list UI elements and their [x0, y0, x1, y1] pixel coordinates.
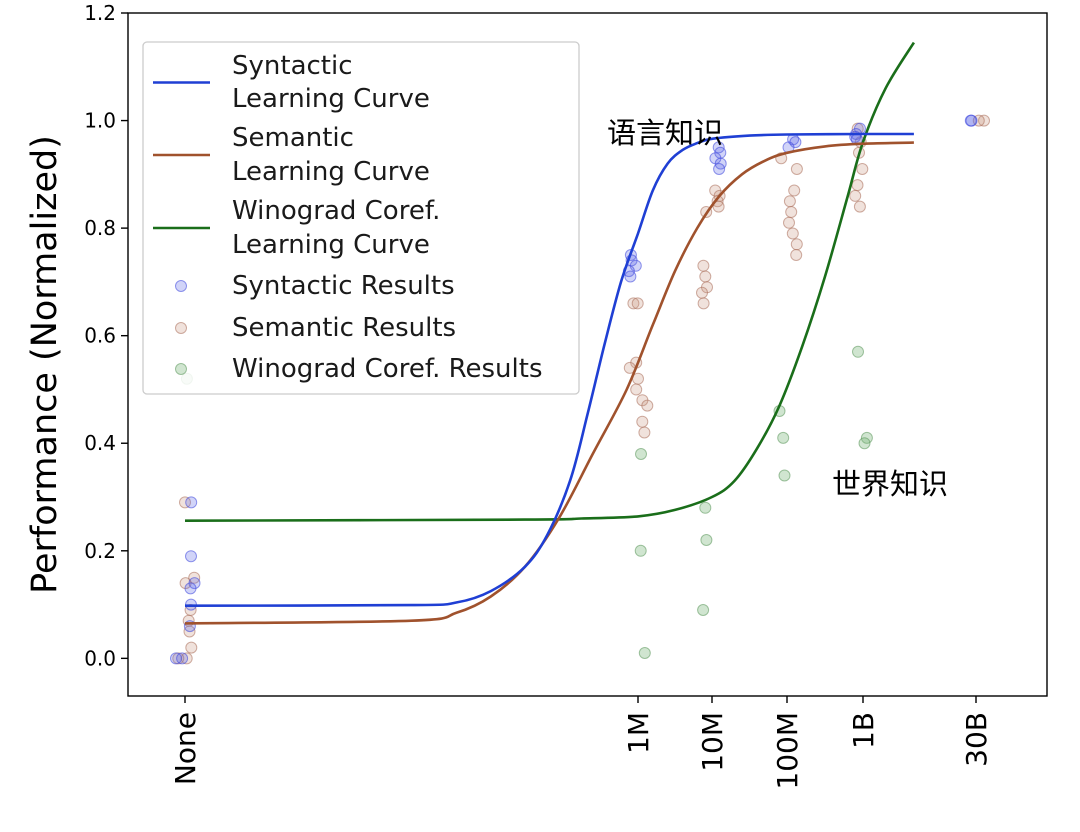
semantic-result-point [783, 216, 795, 229]
legend-label: Semantic Results [232, 313, 456, 343]
syntactic-result-point [176, 652, 189, 665]
syntactic-result-point [713, 163, 726, 175]
y-tick-label: 0.8 [84, 216, 116, 240]
legend-label: Learning Curve [232, 84, 430, 114]
x-tick-label: None [169, 712, 202, 785]
winograd-result-point [634, 544, 647, 557]
x-tick-label: 100M [771, 712, 804, 790]
semantic-result-point [697, 297, 710, 310]
legend-label: Learning Curve [232, 230, 430, 260]
legend-marker-swatch [175, 280, 187, 292]
semantic-result-point [636, 415, 649, 428]
winograd-result-point [778, 469, 791, 482]
legend-label: Winograd Coref. Results [232, 354, 543, 384]
y-tick-label: 0.4 [84, 431, 116, 455]
semantic-result-point [790, 249, 803, 261]
y-tick-label: 0.2 [84, 539, 116, 563]
semantic-result-point [788, 184, 801, 197]
semantic-result-point [856, 163, 869, 175]
semantic-learning-curve [184, 141, 914, 625]
y-tick-label: 1.0 [84, 109, 116, 133]
y-tick-label: 0.0 [84, 646, 116, 670]
semantic-result-point [783, 195, 796, 208]
semantic-result-point [627, 297, 640, 310]
winograd-result-point [638, 647, 651, 659]
syntactic-result-point [185, 550, 197, 563]
legend-label: Semantic [232, 123, 354, 153]
semantic-result-point [696, 286, 708, 299]
semantic-result-point [786, 227, 799, 240]
legend-label: Winograd Coref. [232, 196, 440, 226]
syntactic-result-point [964, 114, 977, 127]
x-tick-label: 10M [696, 712, 729, 772]
winograd-result-point [777, 431, 790, 444]
semantic-result-point [849, 189, 862, 202]
winograd-result-point [699, 501, 712, 514]
legend-label: Syntactic Results [232, 271, 455, 301]
syntactic-result-point [170, 652, 182, 665]
winograd-result-point [852, 345, 864, 358]
winograd-result-point [700, 534, 713, 546]
curve-layer [184, 41, 915, 625]
semantic-result-point [790, 163, 803, 175]
plot-area [127, 12, 1048, 697]
legend-marker-swatch [175, 363, 187, 375]
winograd-result-point [858, 437, 871, 450]
semantic-result-point [630, 383, 643, 396]
y-tick-label: 1.2 [84, 1, 116, 25]
semantic-result-point [179, 496, 191, 509]
syntactic-result-point [624, 270, 637, 283]
x-axis: None 1M 10M 100M 1B 30B [169, 696, 993, 790]
semantic-result-point [631, 297, 644, 310]
semantic-result-point [851, 179, 864, 192]
y-axis: 0.0 0.2 0.4 0.6 0.8 1.0 1.2 [84, 1, 128, 670]
annotation-label: 语言知识 [607, 116, 723, 150]
semantic-result-point [790, 238, 803, 251]
winograd-result-point [697, 604, 710, 616]
x-tick-label: 1M [622, 712, 655, 754]
x-tick-label: 1B [847, 712, 880, 749]
legend-label: Syntactic [232, 51, 353, 81]
syntactic-learning-curve [184, 132, 914, 607]
y-tick-label: 0.6 [84, 324, 116, 348]
semantic-result-point [697, 259, 710, 272]
legend-box [142, 41, 580, 395]
syntactic-result-point [184, 582, 197, 595]
x-tick-label: 30B [960, 712, 993, 767]
legend-marker-swatch [175, 322, 187, 334]
semantic-result-point [853, 200, 866, 213]
semantic-result-point [638, 426, 651, 439]
syntactic-result-point [185, 496, 198, 509]
winograd-learning-curve [184, 41, 915, 522]
semantic-result-point [699, 270, 712, 283]
semantic-result-point [185, 641, 198, 654]
semantic-result-point [785, 206, 798, 218]
legend-label: Learning Curve [232, 157, 430, 187]
winograd-result-point [635, 448, 647, 460]
y-axis-label: Performance (Normalized) [25, 135, 65, 594]
plot-frame [127, 12, 1048, 697]
semantic-result-point [641, 399, 654, 412]
annotation-label: 世界知识 [832, 467, 948, 501]
semantic-result-point [712, 200, 725, 213]
